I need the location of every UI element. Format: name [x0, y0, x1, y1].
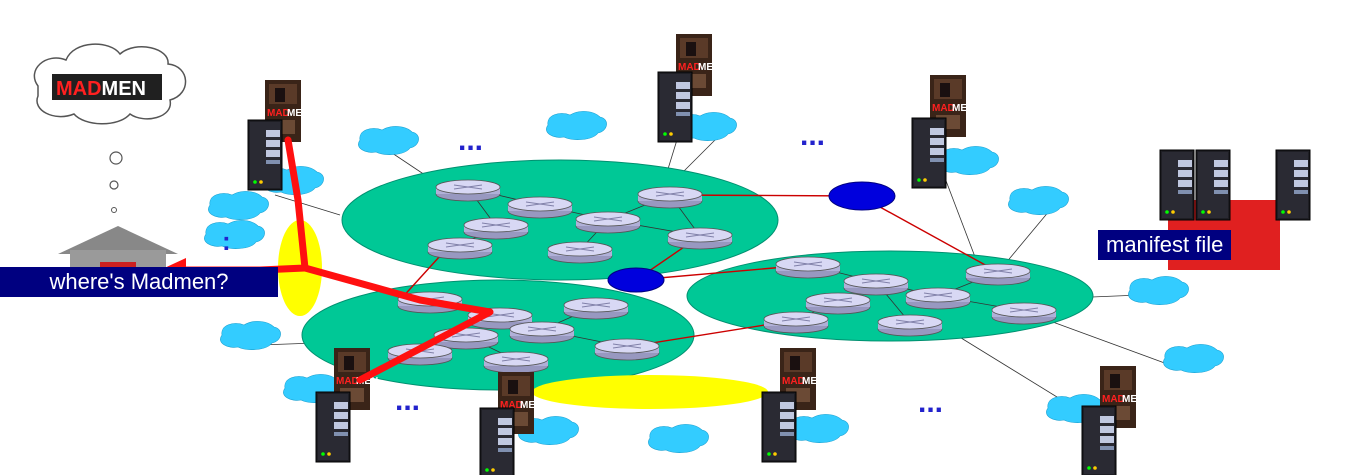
- madmen-logo: MADMEN: [56, 78, 146, 100]
- highlight-cdn-region: [532, 375, 768, 409]
- ellipsis-1: ...: [458, 124, 483, 157]
- ellipsis-4: ...: [918, 386, 943, 419]
- ixp-node-upper: [828, 181, 896, 211]
- client-query-label: where's Madmen?: [0, 267, 278, 297]
- client-thought-bubble: [33, 43, 187, 213]
- ellipsis-3: ...: [395, 384, 420, 417]
- ellipsis-2: ...: [800, 119, 825, 152]
- request-path: [256, 136, 494, 384]
- ellipsis-vertical: :: [222, 226, 231, 256]
- ixp-node-lower: [607, 267, 665, 293]
- isp-network-1: [341, 159, 779, 281]
- manifest-file-label: manifest file: [1098, 230, 1232, 260]
